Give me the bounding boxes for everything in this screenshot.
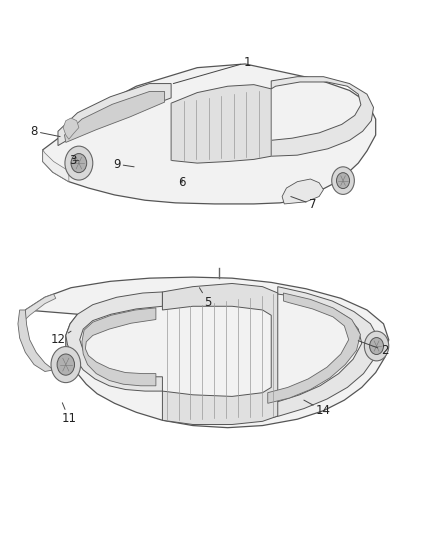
Text: 6: 6 <box>178 176 186 189</box>
Circle shape <box>65 146 93 180</box>
Text: 8: 8 <box>30 125 60 138</box>
Circle shape <box>364 331 389 361</box>
Polygon shape <box>58 84 171 146</box>
Polygon shape <box>162 284 278 424</box>
Polygon shape <box>66 292 162 391</box>
Circle shape <box>51 346 81 383</box>
Polygon shape <box>43 150 69 182</box>
Polygon shape <box>63 118 79 139</box>
Circle shape <box>71 154 87 173</box>
Circle shape <box>57 354 74 375</box>
Text: 14: 14 <box>304 400 331 417</box>
Polygon shape <box>25 294 56 319</box>
Polygon shape <box>282 179 323 204</box>
Polygon shape <box>25 277 389 427</box>
Circle shape <box>336 173 350 189</box>
Polygon shape <box>18 310 53 372</box>
Text: 1: 1 <box>173 56 251 84</box>
Circle shape <box>332 167 354 195</box>
Polygon shape <box>64 92 165 142</box>
Text: 12: 12 <box>50 331 71 346</box>
Polygon shape <box>258 287 379 420</box>
Text: 11: 11 <box>61 403 76 425</box>
Text: 7: 7 <box>291 197 316 211</box>
Polygon shape <box>43 64 376 204</box>
Polygon shape <box>268 293 360 403</box>
Text: 3: 3 <box>70 154 79 167</box>
Text: 5: 5 <box>199 288 212 309</box>
Polygon shape <box>82 308 156 386</box>
Polygon shape <box>271 77 374 156</box>
Text: 9: 9 <box>113 158 134 171</box>
Text: 2: 2 <box>358 341 388 357</box>
Circle shape <box>370 337 384 354</box>
Polygon shape <box>171 85 271 163</box>
